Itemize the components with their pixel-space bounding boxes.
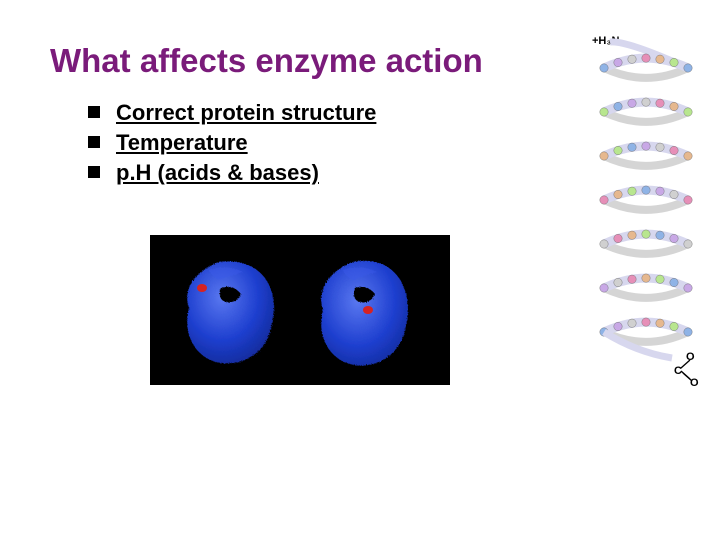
c-terminus: O C O	[674, 351, 699, 389]
svg-text:O: O	[690, 377, 699, 389]
slide: What affects enzyme action Correct prote…	[0, 0, 720, 540]
bullet-item: p.H (acids & bases)	[88, 160, 376, 186]
bullet-list: Correct protein structure Temperature p.…	[88, 100, 376, 190]
bullet-item: Correct protein structure	[88, 100, 376, 126]
slide-title: What affects enzyme action	[50, 42, 483, 80]
svg-text:C: C	[674, 365, 682, 377]
protein-blob-right	[311, 250, 421, 370]
bullet-item: Temperature	[88, 130, 376, 156]
svg-text:O: O	[686, 351, 695, 363]
protein-blob-left	[179, 250, 289, 370]
protein-structure-figure	[150, 235, 450, 385]
ligand-dot	[363, 306, 373, 314]
protein-blob-svg	[179, 250, 289, 370]
ligand-dot	[197, 284, 207, 292]
helix-svg: +H₃N O C O	[586, 30, 706, 410]
helix-sequence-figure: +H₃N O C O	[586, 30, 706, 410]
